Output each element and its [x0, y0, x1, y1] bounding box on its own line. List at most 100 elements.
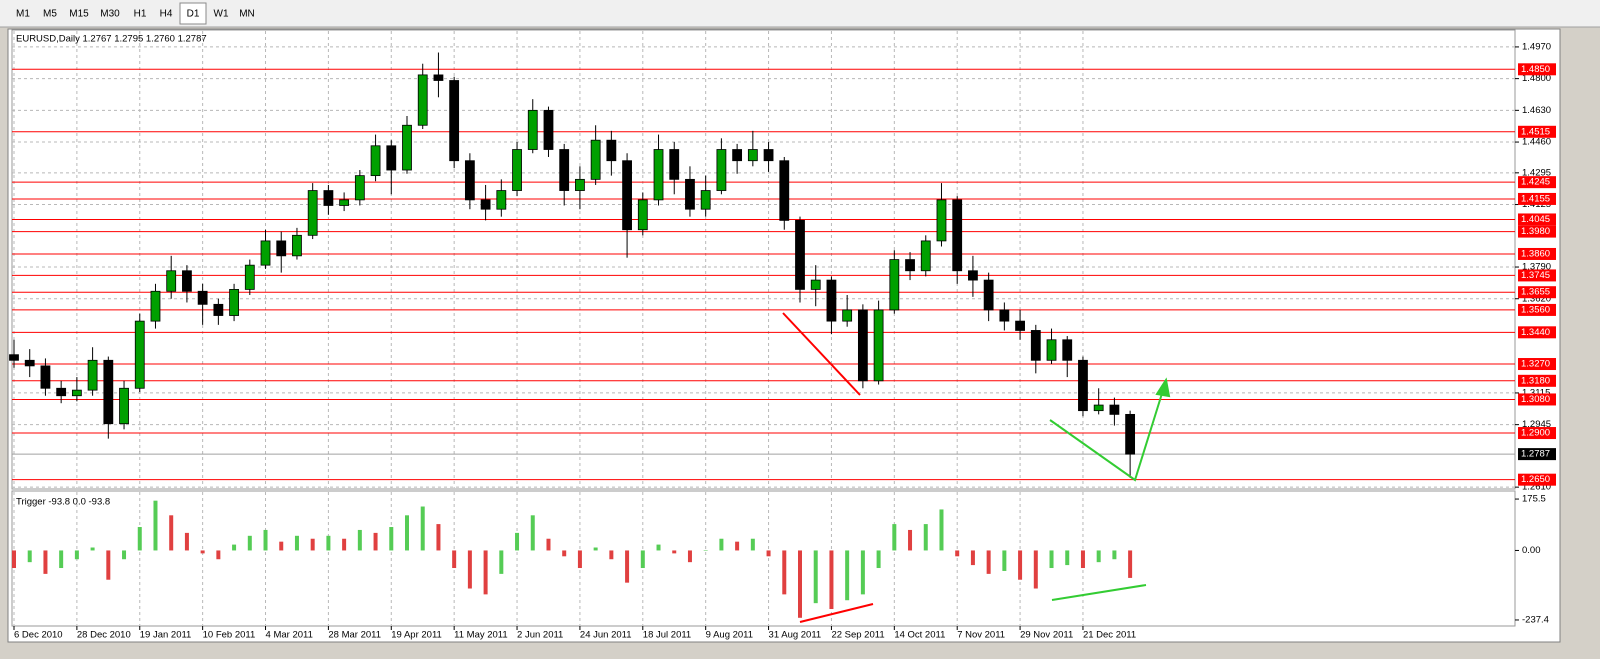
histogram-bar: [43, 550, 48, 574]
x-tick-label: 6 Dec 2010: [14, 630, 63, 641]
level-label-box: [1518, 286, 1556, 299]
tab-active[interactable]: [179, 2, 207, 25]
x-tick-label: 28 Dec 2010: [77, 630, 131, 641]
trend-line: [1051, 584, 1147, 601]
level-label-box: [1518, 374, 1556, 387]
candle-body: [213, 303, 224, 316]
candle-body: [685, 178, 695, 210]
histogram-bar: [184, 532, 189, 551]
x-tick-label: 24 Jun 2011: [580, 630, 632, 641]
level-label: 1.3080: [1521, 394, 1550, 405]
candle-body: [464, 160, 475, 201]
x-tick-label: 31 Aug 2011: [769, 630, 822, 641]
level-label-box: [1518, 473, 1556, 486]
level-label: 1.3440: [1521, 327, 1550, 338]
y-tick-label: 1.3115: [1522, 387, 1550, 398]
candle-body: [653, 149, 664, 201]
x-tick-label: 9 Aug 2011: [706, 630, 753, 641]
histogram-bar: [892, 524, 897, 551]
trend-line: [799, 603, 874, 623]
candle-body: [952, 199, 963, 272]
candle-body: [920, 240, 931, 272]
timeframe-tab[interactable]: D1: [187, 9, 200, 20]
histogram-bar: [813, 550, 818, 604]
candle-body: [150, 290, 161, 322]
current-price-box: [1518, 448, 1556, 461]
histogram-bar: [1049, 550, 1054, 569]
histogram-bar: [1128, 550, 1133, 578]
toolbar: [0, 0, 1600, 27]
candle-body: [40, 365, 51, 389]
candle-body: [795, 219, 805, 290]
candle-body: [386, 145, 397, 171]
candle-body: [182, 270, 192, 292]
histogram-bar: [499, 550, 504, 574]
y-tick-label: 1.4800: [1522, 73, 1551, 84]
candle-body: [779, 160, 790, 221]
histogram-bar: [687, 550, 692, 563]
arrow-head: [1155, 377, 1171, 398]
histogram-bar: [672, 550, 677, 554]
current-price-label: 1.2787: [1521, 449, 1550, 460]
x-tick-label: 4 Mar 2011: [266, 630, 313, 641]
histogram-bar: [845, 550, 850, 601]
candle-body: [339, 199, 350, 206]
histogram-bar: [577, 550, 582, 569]
timeframe-tab[interactable]: MN: [239, 9, 255, 20]
histogram-bar: [515, 532, 520, 551]
timeframe-tab[interactable]: H1: [134, 9, 147, 20]
level-label: 1.4155: [1521, 193, 1550, 204]
level-label: 1.3745: [1521, 270, 1550, 281]
level-label-box: [1518, 358, 1556, 371]
trend-line: [782, 312, 861, 396]
level-label: 1.3560: [1521, 304, 1550, 315]
histogram-bar: [452, 550, 457, 569]
level-label-box: [1518, 192, 1556, 205]
histogram-bar: [169, 515, 174, 551]
histogram-bar: [923, 524, 928, 551]
level-label-box: [1518, 303, 1556, 316]
candle-body: [842, 309, 853, 322]
timeframe-tab[interactable]: M5: [43, 9, 57, 20]
candle-body: [559, 149, 570, 191]
main-panel: [11, 29, 1516, 490]
level-label: 1.3270: [1521, 359, 1550, 370]
candle-body: [433, 74, 444, 81]
timeframe-tab[interactable]: M1: [16, 9, 30, 20]
histogram-bar: [530, 515, 535, 551]
candle-body: [873, 309, 884, 382]
y-tick-label: -237.4: [1522, 614, 1549, 625]
candle-body: [9, 354, 19, 361]
timeframe-tab[interactable]: M30: [100, 9, 120, 20]
timeframe-tab[interactable]: H4: [160, 9, 173, 20]
candle-body: [229, 289, 239, 316]
histogram-bar: [750, 538, 755, 551]
candle-body: [983, 279, 994, 311]
level-label-box: [1518, 63, 1556, 76]
candle-body: [622, 160, 632, 231]
candle-body: [512, 149, 522, 191]
x-tick-label: 2 Jun 2011: [517, 630, 563, 641]
histogram-bar: [137, 527, 142, 551]
annotations: [782, 312, 1171, 623]
level-label: 1.4045: [1521, 214, 1550, 225]
histogram-bar: [27, 550, 32, 563]
level-label: 1.2900: [1521, 428, 1550, 439]
candle-body: [87, 359, 98, 391]
level-label-box: [1518, 213, 1556, 226]
timeframe-tab[interactable]: M15: [69, 9, 89, 20]
chart-title: EURUSD,Daily 1.2767 1.2795 1.2760 1.2787: [16, 34, 207, 45]
timeframe-tab[interactable]: W1: [214, 9, 229, 20]
histogram-bar: [342, 538, 347, 551]
histogram-bar: [12, 550, 16, 569]
level-label: 1.3655: [1521, 287, 1550, 298]
candle-body: [56, 387, 67, 397]
x-tick-label: 19 Jan 2011: [140, 630, 192, 641]
y-tick-label: 1.2945: [1522, 419, 1551, 430]
candle-body: [1093, 404, 1104, 412]
histogram-bar: [609, 550, 614, 560]
y-tick-label: 1.4970: [1522, 41, 1551, 52]
candle-body: [889, 259, 900, 311]
histogram-bar: [1080, 550, 1085, 569]
